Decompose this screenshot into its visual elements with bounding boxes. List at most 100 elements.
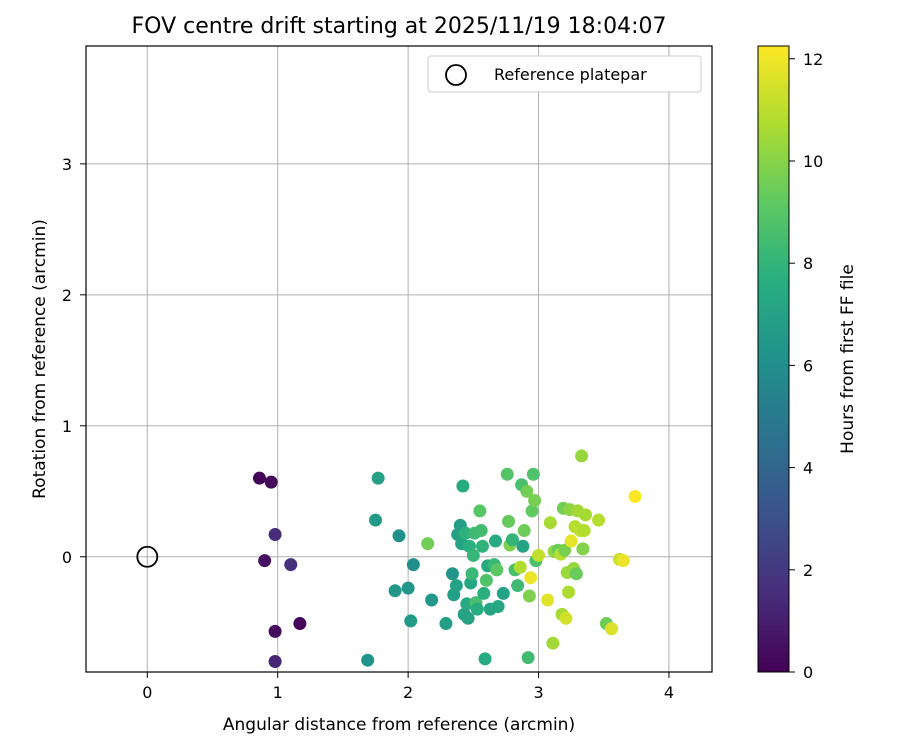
data-point xyxy=(524,571,538,585)
data-point xyxy=(477,586,491,600)
data-point xyxy=(516,539,530,553)
data-point xyxy=(465,567,479,581)
x-tick-label: 0 xyxy=(142,683,152,702)
data-point xyxy=(592,513,606,527)
data-point xyxy=(401,581,415,595)
data-point xyxy=(496,586,510,600)
colorbar-label: Hours from first FF file xyxy=(838,264,858,454)
data-point xyxy=(513,560,527,574)
colorbar-tick-label: 12 xyxy=(803,50,823,69)
y-tick-label: 3 xyxy=(62,155,72,174)
data-point xyxy=(264,475,278,489)
data-point xyxy=(369,513,383,527)
colorbar-tick-label: 4 xyxy=(803,459,813,478)
data-point xyxy=(361,653,375,667)
data-point xyxy=(461,611,475,625)
data-point xyxy=(489,534,503,548)
data-point xyxy=(404,614,418,628)
x-tick-label: 2 xyxy=(403,683,413,702)
x-axis-ticks: 0 1 2 3 4 xyxy=(142,672,674,702)
data-point xyxy=(449,579,463,593)
plot-area-frame xyxy=(85,45,713,673)
data-point xyxy=(569,567,583,581)
data-point xyxy=(478,652,492,666)
legend: Reference platepar xyxy=(427,55,702,93)
data-point xyxy=(577,524,591,538)
data-point xyxy=(558,543,572,557)
data-point xyxy=(575,449,589,463)
data-point xyxy=(521,651,535,665)
data-point xyxy=(525,504,539,518)
data-point xyxy=(564,534,578,548)
colorbar: 0 2 4 6 8 10 12 Hours from first FF file xyxy=(757,45,858,682)
data-point xyxy=(605,622,619,636)
data-point xyxy=(268,655,282,669)
data-point xyxy=(500,467,514,481)
data-point xyxy=(628,490,642,504)
data-point xyxy=(578,508,592,522)
data-point xyxy=(268,624,282,638)
colorbar-tick-label: 8 xyxy=(803,254,813,273)
data-point xyxy=(475,539,489,553)
colorbar-ticks: 0 2 4 6 8 10 12 xyxy=(789,50,823,682)
data-point xyxy=(559,611,573,625)
data-point xyxy=(546,636,560,650)
data-point xyxy=(252,471,266,485)
x-tick-label: 1 xyxy=(273,683,283,702)
data-point xyxy=(392,529,406,543)
data-point xyxy=(490,563,504,577)
data-point xyxy=(470,602,484,616)
legend-open-circle-icon xyxy=(445,64,467,86)
colorbar-tick-label: 10 xyxy=(803,152,823,171)
data-point xyxy=(473,504,487,518)
data-point xyxy=(526,467,540,481)
data-point xyxy=(439,617,453,631)
y-tick-label: 0 xyxy=(62,548,72,567)
data-point xyxy=(491,600,505,614)
colorbar-gradient xyxy=(757,45,790,673)
colorbar-tick-label: 6 xyxy=(803,356,813,375)
data-point xyxy=(371,471,385,485)
data-point xyxy=(421,537,435,551)
y-tick-label: 1 xyxy=(62,417,72,436)
colorbar-tick-label: 2 xyxy=(803,561,813,580)
chart-title: FOV centre drift starting at 2025/11/19 … xyxy=(132,14,667,39)
data-point xyxy=(466,548,480,562)
data-point xyxy=(406,558,420,572)
data-point xyxy=(505,533,519,547)
x-tick-label: 3 xyxy=(533,683,543,702)
data-point xyxy=(616,554,630,568)
data-point xyxy=(528,493,542,507)
data-point xyxy=(459,526,473,540)
data-point xyxy=(502,514,516,528)
data-point xyxy=(425,593,439,607)
data-point xyxy=(474,524,488,538)
data-point xyxy=(293,617,307,631)
x-axis-label: Angular distance from reference (arcmin) xyxy=(223,715,575,735)
data-point xyxy=(268,527,282,541)
y-axis-label: Rotation from reference (arcmin) xyxy=(30,219,50,499)
x-tick-label: 4 xyxy=(664,683,674,702)
data-point xyxy=(517,524,531,538)
reference-platepar-marker xyxy=(136,545,159,568)
grid-lines xyxy=(86,46,712,672)
data-point xyxy=(456,479,470,493)
y-axis-ticks: 0 1 2 3 xyxy=(62,155,86,567)
data-point xyxy=(562,585,576,599)
legend-box xyxy=(427,55,702,93)
data-point xyxy=(576,542,590,556)
data-point xyxy=(284,558,298,572)
data-point xyxy=(532,548,546,562)
data-point xyxy=(522,589,536,603)
data-point xyxy=(258,554,272,568)
data-point xyxy=(511,579,525,593)
data-point xyxy=(541,593,555,607)
data-points xyxy=(252,449,642,669)
data-point xyxy=(479,573,493,587)
data-point xyxy=(543,516,557,530)
y-tick-label: 2 xyxy=(62,286,72,305)
colorbar-tick-label: 0 xyxy=(803,663,813,682)
legend-label-reference-platepar: Reference platepar xyxy=(494,65,647,84)
data-point xyxy=(445,567,459,581)
